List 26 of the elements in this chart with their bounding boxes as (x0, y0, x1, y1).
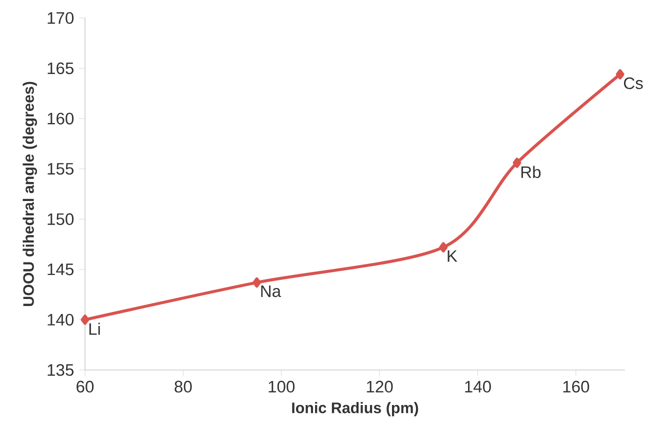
x-tick-label: 60 (76, 380, 94, 393)
point (252, 277, 262, 288)
x-tick-label: 160 (563, 380, 590, 393)
y-tick-label: 160 (48, 112, 74, 124)
annotation: Cs (624, 77, 643, 90)
point (616, 69, 624, 80)
y-tick-label: 170 (48, 12, 74, 24)
x-tick-label: 120 (366, 380, 393, 393)
point (80, 314, 90, 325)
y-tick-label: 155 (48, 163, 74, 175)
y-tick-label: 165 (48, 62, 74, 74)
annotation: Na (261, 286, 282, 298)
y-tick-label: 150 (48, 213, 74, 226)
annotation: Rb (521, 166, 541, 178)
y-tick-label: 140 (48, 314, 74, 326)
annotation: Li (89, 322, 100, 335)
y-tick-label: 135 (48, 364, 74, 376)
x-axis-title: Ionic Radius (pm) (292, 402, 418, 416)
x-tick-label: 100 (268, 380, 295, 393)
annotation: K (448, 250, 458, 262)
point (439, 242, 448, 252)
y-tick-label: 145 (48, 264, 74, 276)
x-tick-label: 80 (174, 380, 192, 393)
point (512, 158, 522, 168)
x-tick-label: 140 (465, 380, 491, 393)
y-axis-title: UOOU dihedral angle (degrees) (22, 82, 38, 306)
